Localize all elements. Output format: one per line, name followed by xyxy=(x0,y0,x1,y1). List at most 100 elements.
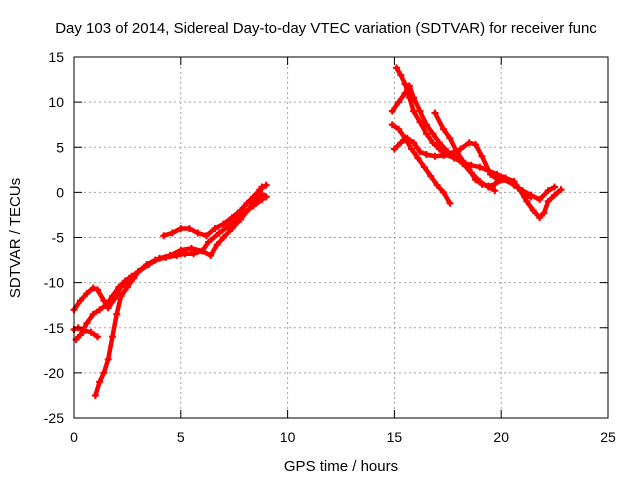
data-point xyxy=(457,145,465,153)
data-point xyxy=(440,188,448,196)
data-point xyxy=(472,141,480,149)
data-point xyxy=(401,80,409,88)
series-line xyxy=(251,191,269,206)
data-point xyxy=(401,134,409,142)
series-line xyxy=(93,197,265,398)
data-point xyxy=(459,157,467,165)
data-point xyxy=(478,180,486,188)
data-point xyxy=(422,130,430,138)
y-tick-label: 15 xyxy=(48,49,64,65)
data-point xyxy=(422,150,430,158)
series-line xyxy=(394,65,564,220)
data-point xyxy=(241,208,249,216)
data-point xyxy=(472,176,480,184)
data-point xyxy=(435,139,443,147)
data-point xyxy=(89,284,97,292)
data-point xyxy=(177,224,185,232)
data-point xyxy=(123,283,131,291)
data-point xyxy=(115,283,123,291)
data-point xyxy=(433,181,441,189)
data-point xyxy=(422,121,430,129)
data-point xyxy=(130,274,138,282)
x-tick-label: 15 xyxy=(387,429,403,445)
data-point xyxy=(258,190,266,198)
data-point xyxy=(194,229,202,237)
y-axis-label: SDTVAR / TECUs xyxy=(7,178,24,298)
data-point xyxy=(211,224,219,232)
data-point xyxy=(465,139,473,147)
y-tick-label: 0 xyxy=(56,184,64,200)
data-point xyxy=(414,154,422,162)
data-point xyxy=(467,161,475,169)
data-point xyxy=(108,292,116,300)
data-point xyxy=(491,180,499,188)
y-tick-label: 10 xyxy=(48,94,64,110)
data-point xyxy=(410,139,418,147)
data-point xyxy=(100,369,108,377)
x-tick-label: 5 xyxy=(177,429,185,445)
data-point xyxy=(536,196,544,204)
data-point xyxy=(497,176,505,184)
data-point xyxy=(181,250,189,258)
y-tick-label: -25 xyxy=(44,410,64,426)
data-point xyxy=(76,331,84,339)
series-line xyxy=(73,274,134,342)
data-point xyxy=(448,150,456,158)
data-point xyxy=(529,206,537,214)
chart-title: Day 103 of 2014, Sidereal Day-to-day VTE… xyxy=(55,20,597,37)
data-point xyxy=(228,214,236,222)
data-point xyxy=(162,253,170,261)
data-point xyxy=(544,197,552,205)
series-track-5 xyxy=(160,181,270,240)
data-point xyxy=(228,224,236,232)
data-point xyxy=(440,151,448,159)
data-point xyxy=(416,107,424,115)
data-point xyxy=(435,145,443,153)
data-point xyxy=(102,301,110,309)
y-tick-label: 5 xyxy=(56,139,64,155)
data-point xyxy=(452,147,460,155)
y-tick-label: -10 xyxy=(44,275,64,291)
y-tick-label: -5 xyxy=(52,230,65,246)
data-point xyxy=(465,166,473,174)
data-point xyxy=(446,199,454,207)
y-tick-label: -20 xyxy=(44,365,64,381)
data-point xyxy=(254,194,262,202)
data-point xyxy=(205,238,213,246)
data-point xyxy=(232,215,240,223)
data-point xyxy=(224,223,232,231)
data-point xyxy=(87,328,95,336)
data-point xyxy=(407,145,415,153)
data-point xyxy=(416,148,424,156)
axis-ticks: 0 5 10 15 20 25 -25 -20 -15 -10 -5 0 5 10 15 xyxy=(44,49,616,445)
data-point xyxy=(536,214,544,222)
data-point xyxy=(429,139,437,147)
series-line xyxy=(390,122,453,206)
x-axis-label: GPS time / hours xyxy=(284,458,398,475)
data-point xyxy=(134,268,142,276)
x-tick-label: 25 xyxy=(600,429,616,445)
data-point xyxy=(108,333,116,341)
data-point xyxy=(410,107,418,115)
series-track-11 xyxy=(431,109,535,201)
data-point xyxy=(429,130,437,138)
series-track-3 xyxy=(72,272,136,343)
data-point xyxy=(168,229,176,237)
data-point xyxy=(551,183,559,191)
data-point xyxy=(190,250,198,258)
data-point xyxy=(151,256,159,264)
data-point xyxy=(397,71,405,79)
data-point xyxy=(431,109,439,117)
data-point xyxy=(249,199,257,207)
data-point xyxy=(416,118,424,126)
data-point xyxy=(557,186,565,194)
data-point xyxy=(96,378,104,386)
data-point xyxy=(113,310,121,318)
data-point xyxy=(544,187,552,195)
data-point xyxy=(476,163,484,171)
data-point xyxy=(491,187,499,195)
data-point xyxy=(187,244,195,252)
data-point xyxy=(237,206,245,214)
data-point xyxy=(76,297,84,305)
